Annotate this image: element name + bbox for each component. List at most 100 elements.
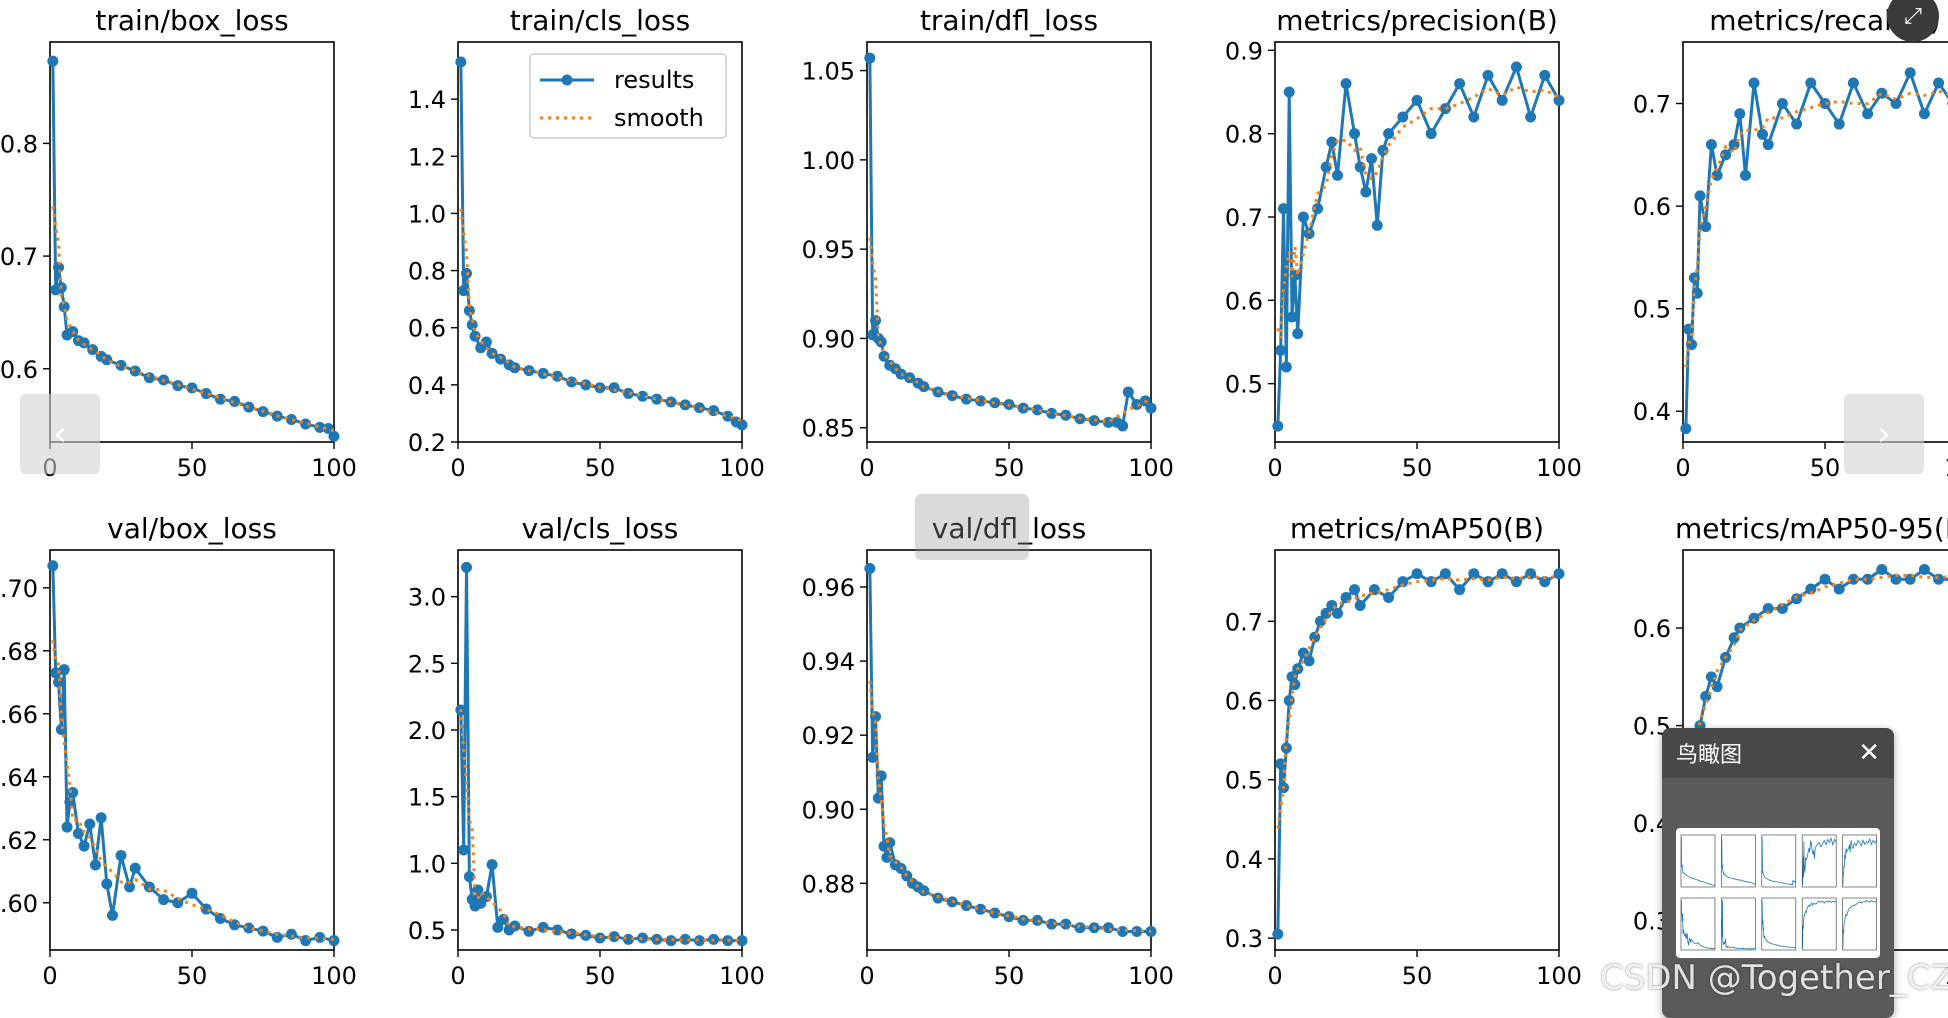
results-point xyxy=(1439,568,1451,580)
results-point xyxy=(679,933,691,945)
thumb-subplot xyxy=(1761,897,1797,951)
results-point xyxy=(580,379,592,391)
results-point xyxy=(486,347,498,359)
overview-panel: 鸟瞰图 ✕ xyxy=(1662,728,1894,1018)
results-point xyxy=(229,395,241,407)
results-point xyxy=(1918,108,1930,120)
results-point xyxy=(1876,87,1888,99)
results-point xyxy=(55,724,67,736)
results-point xyxy=(608,382,620,394)
thumb-frame xyxy=(1680,834,1716,888)
subplot-train-cls-loss: train/cls_loss 0 50 100 0.2 0.4 0.6 0.8 1.0 1.2 1.… xyxy=(408,4,765,482)
x-tick-label: 100 xyxy=(719,962,765,990)
results-point xyxy=(1890,98,1902,110)
results-point xyxy=(1890,573,1902,585)
y-tick-label: 0.2 xyxy=(408,429,446,457)
y-tick-label: 0.5 xyxy=(1225,767,1263,795)
chevron-left-icon: ‹ xyxy=(53,414,67,454)
results-point xyxy=(1705,671,1717,683)
results-point xyxy=(1748,612,1760,624)
results-point xyxy=(1847,573,1859,585)
x-tick-label: 50 xyxy=(1810,454,1841,482)
axes-frame xyxy=(1274,549,1560,951)
results-point xyxy=(129,862,141,874)
results-point xyxy=(61,821,73,833)
results-point xyxy=(84,818,96,830)
results-point xyxy=(50,667,62,679)
results-point xyxy=(622,933,634,945)
results-point xyxy=(314,421,326,433)
subplot-metrics-map50-b-: metrics/mAP50(B) 0 50 100 0.3 0.4 0.5 0.6 0.7 xyxy=(1225,512,1582,990)
y-tick-label: 0.5 xyxy=(1225,371,1263,399)
thumb-subplot xyxy=(1842,897,1877,951)
results-point xyxy=(1017,402,1029,414)
results-point xyxy=(1468,111,1480,123)
subplot-val-dfl-loss: val/dfl_loss 0 50 100 0.88 0.90 0.92 0.94 0.96 xyxy=(802,512,1174,990)
results-point xyxy=(1876,564,1888,576)
results-point xyxy=(1280,361,1292,373)
y-tick-label: 2.0 xyxy=(408,717,446,745)
results-point xyxy=(881,851,893,863)
smooth-line xyxy=(1276,85,1560,339)
overview-header: 鸟瞰图 ✕ xyxy=(1662,728,1894,778)
overview-thumbnail[interactable] xyxy=(1676,828,1880,958)
results-point xyxy=(1805,77,1817,89)
results-line xyxy=(1684,71,1948,429)
thumb-subplot xyxy=(1801,834,1837,888)
y-tick-label: 1.05 xyxy=(802,58,855,86)
results-point xyxy=(1397,111,1409,123)
results-point xyxy=(1272,928,1284,940)
thumb-frame xyxy=(1761,897,1797,951)
prev-image-button[interactable]: ‹ xyxy=(20,394,100,474)
x-tick-label: 0 xyxy=(42,962,57,990)
subplot-title: metrics/mAP50(B) xyxy=(1290,512,1544,545)
results-point xyxy=(1102,922,1114,934)
smooth-line xyxy=(459,208,743,423)
next-image-button[interactable]: › xyxy=(1844,394,1924,474)
thumb-frame xyxy=(1721,897,1756,951)
results-point xyxy=(875,770,887,782)
axes-frame xyxy=(457,549,743,951)
results-point xyxy=(72,827,84,839)
results-point xyxy=(58,301,70,313)
results-point xyxy=(1918,564,1930,576)
close-icon[interactable]: ✕ xyxy=(1858,738,1880,768)
thumb-line xyxy=(1761,837,1797,886)
thumb-subplot xyxy=(1721,897,1756,951)
results-point xyxy=(1525,568,1537,580)
results-point xyxy=(537,367,549,379)
smooth-line xyxy=(459,709,743,942)
y-tick-label: 0.94 xyxy=(802,648,855,676)
thumb-frame xyxy=(1721,834,1756,888)
results-point xyxy=(693,402,705,414)
results-point xyxy=(864,52,876,64)
results-point xyxy=(1286,311,1298,323)
results-point xyxy=(463,871,475,883)
results-point xyxy=(1411,568,1423,580)
results-point xyxy=(1003,911,1015,923)
y-tick-label: 1.2 xyxy=(408,143,446,171)
results-point xyxy=(1371,219,1383,231)
results-point xyxy=(1705,139,1717,151)
results-point xyxy=(172,897,184,909)
y-tick-label: 0.68 xyxy=(0,638,38,666)
fullscreen-button[interactable]: ⤢ xyxy=(1887,0,1939,42)
x-tick-label: 100 xyxy=(1536,454,1582,482)
thumb-frame xyxy=(1842,897,1877,951)
results-point xyxy=(1680,423,1692,435)
results-point xyxy=(989,397,1001,409)
results-point xyxy=(1131,399,1143,410)
results-point xyxy=(186,382,198,394)
results-point xyxy=(1046,407,1058,419)
results-point xyxy=(523,925,535,937)
y-tick-label: 0.96 xyxy=(802,574,855,602)
results-point xyxy=(101,354,113,366)
subplot-title: metrics/precision(B) xyxy=(1276,4,1558,37)
results-point xyxy=(1510,61,1522,73)
results-point xyxy=(1354,161,1366,173)
results-point xyxy=(115,850,127,862)
results-point xyxy=(1340,78,1352,90)
results-point xyxy=(1272,420,1284,432)
results-point xyxy=(257,925,269,937)
y-tick-label: 0.6 xyxy=(1225,287,1263,315)
